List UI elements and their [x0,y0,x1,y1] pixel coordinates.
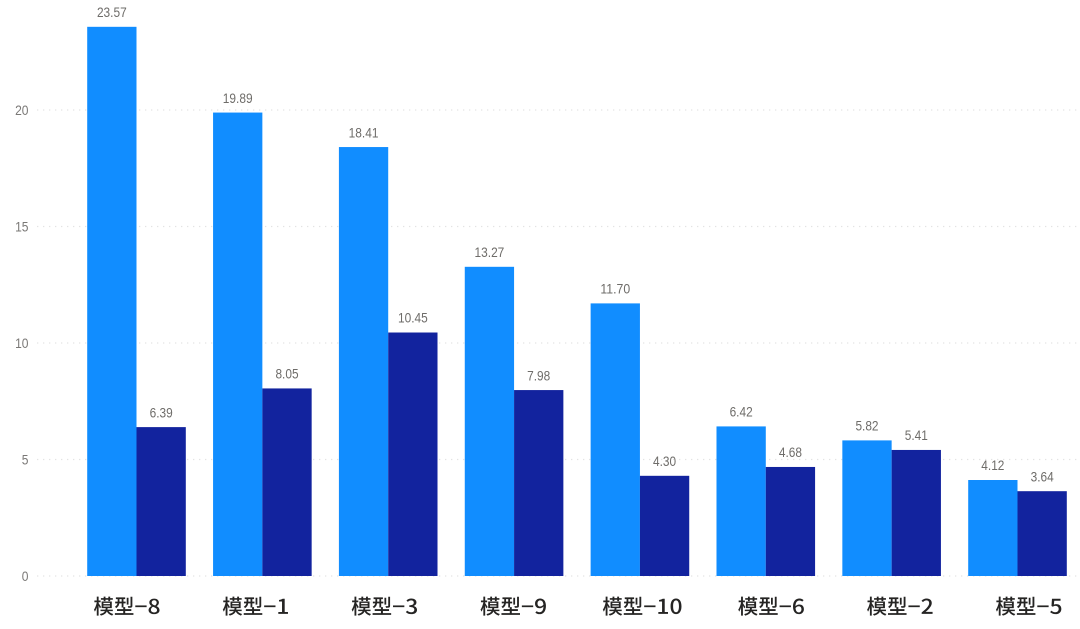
svg-text:7.98: 7.98 [527,367,550,383]
svg-text:10.45: 10.45 [398,310,428,326]
svg-text:0: 0 [22,568,29,584]
svg-text:18.41: 18.41 [349,124,379,140]
svg-text:4.30: 4.30 [653,453,676,469]
svg-text:6.39: 6.39 [150,404,173,420]
svg-text:20: 20 [15,102,29,118]
svg-text:13.27: 13.27 [475,244,505,260]
svg-text:23.57: 23.57 [97,4,127,20]
svg-text:3.64: 3.64 [1031,468,1054,484]
svg-text:5.41: 5.41 [905,427,928,443]
svg-text:19.89: 19.89 [223,90,253,106]
svg-text:5.82: 5.82 [855,418,878,434]
svg-text:11.70: 11.70 [600,281,630,297]
svg-text:4.12: 4.12 [981,457,1004,473]
svg-text:5: 5 [22,451,29,467]
svg-text:4.68: 4.68 [779,444,802,460]
svg-text:8.05: 8.05 [275,366,298,382]
svg-text:6.42: 6.42 [730,404,753,420]
svg-text:15: 15 [15,218,29,234]
svg-text:10: 10 [15,335,29,351]
